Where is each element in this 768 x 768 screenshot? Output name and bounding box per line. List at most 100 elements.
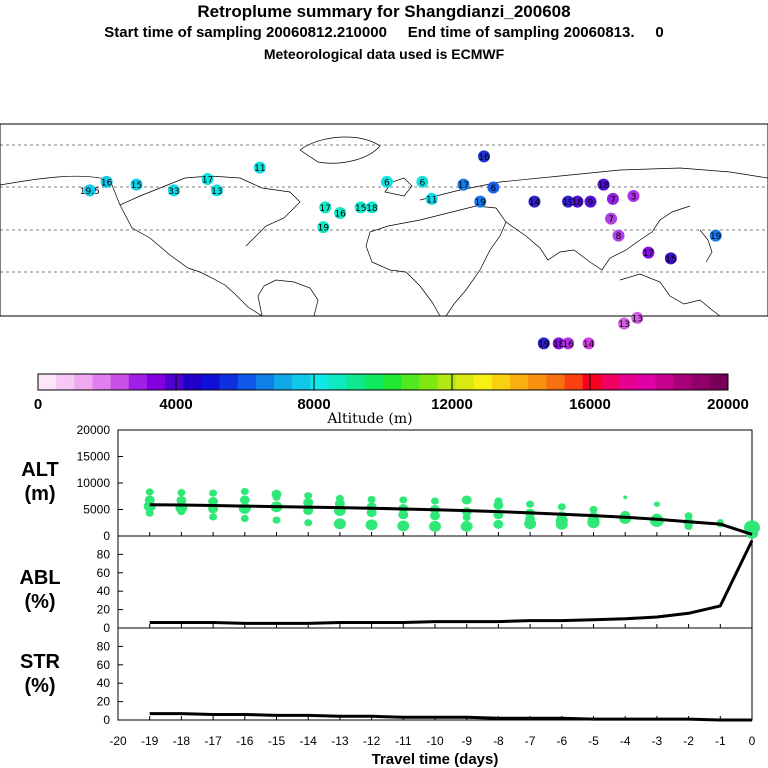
alt-scatter-point xyxy=(304,492,313,500)
colorbar-cell xyxy=(655,374,674,390)
str-series-line xyxy=(149,712,752,722)
colorbar-cell xyxy=(74,374,93,390)
plume-label: 17 xyxy=(202,176,213,186)
colorbar-cell xyxy=(255,374,275,390)
alt-scatter-point xyxy=(555,518,568,530)
plume-dot xyxy=(425,192,438,205)
colorbar-cell xyxy=(274,374,293,390)
alt-panel-label: ALT xyxy=(21,459,58,481)
plume-dot xyxy=(606,192,619,205)
colorbar-tick: 8000 xyxy=(297,396,330,413)
alt-scatter-point xyxy=(208,497,219,507)
plume-label: 6 xyxy=(490,184,496,194)
colorbar-cell xyxy=(383,374,402,390)
plume-dot xyxy=(571,195,584,208)
alt-scatter-point xyxy=(429,521,441,532)
colorbar-cell xyxy=(528,374,547,390)
plume-label: 6 xyxy=(419,178,425,188)
x-tick-label: -12 xyxy=(363,734,381,748)
colorbar-tick: 12000 xyxy=(431,396,473,413)
x-axis-label: Travel time (days) xyxy=(372,751,499,768)
alt-scatter-point xyxy=(239,495,250,505)
x-tick-label: 0 xyxy=(749,734,756,748)
series-lines xyxy=(149,503,754,722)
alt-ytick-label: 5000 xyxy=(83,503,110,517)
plume-label: 16 xyxy=(478,153,490,163)
plume-label: 6 xyxy=(384,178,390,188)
plume-dot xyxy=(253,161,266,174)
colorbar-cell xyxy=(92,374,112,390)
colorbar-cell xyxy=(473,374,493,390)
plume-label: 13 xyxy=(631,314,642,324)
x-tick-label: -10 xyxy=(426,734,444,748)
alt-scatter-point xyxy=(333,518,346,530)
plume-label: 18 xyxy=(572,198,584,208)
alt-scatter-point xyxy=(684,512,693,520)
plume-dot xyxy=(605,212,618,225)
alt-scatter xyxy=(143,487,760,539)
colorbar-cell xyxy=(165,374,184,390)
alt-scatter-point xyxy=(462,513,471,522)
abl-panel-frame xyxy=(117,535,753,629)
alt-scatter-point xyxy=(365,519,378,531)
colorbar-tick: 0 xyxy=(34,396,42,413)
chart-title: Retroplume summary for Shangdianzi_20060… xyxy=(197,2,571,21)
plume-label: 15 xyxy=(665,255,676,265)
x-tick-label: -19 xyxy=(141,734,159,748)
plume-label: 19 xyxy=(710,232,722,242)
alt-panel-unit: (m) xyxy=(24,483,55,505)
plume-dot xyxy=(478,150,491,163)
plume-label: 13 xyxy=(211,187,222,197)
colorbar-cell xyxy=(110,374,130,390)
alt-scatter-point xyxy=(557,503,566,511)
colorbar-cell xyxy=(455,374,475,390)
colorbar-cell xyxy=(310,374,329,390)
colorbar-cell xyxy=(183,374,202,390)
alt-ytick-label: 10000 xyxy=(77,476,111,490)
colorbar-cell xyxy=(56,374,75,390)
x-tick-label: -8 xyxy=(493,734,504,748)
plume-label: 17 xyxy=(458,181,469,191)
colorbar-cell xyxy=(128,374,148,390)
alt-scatter-point xyxy=(209,513,218,521)
alt-scatter-point xyxy=(399,496,408,504)
str-ytick-label: 80 xyxy=(97,639,111,653)
alt-scatter-point xyxy=(398,510,409,520)
colorbar-cell xyxy=(292,374,311,390)
colorbar-cells xyxy=(38,374,729,390)
x-tick-label: -6 xyxy=(556,734,567,748)
alt-scatter-point xyxy=(366,508,377,518)
colorbar: 0 4000 8000 12000 16000 20000 Altitude (m) xyxy=(34,373,749,427)
colorbar-cell xyxy=(328,374,348,390)
alt-series-line xyxy=(149,503,753,536)
plume-dot xyxy=(167,184,180,197)
alt-scatter-point xyxy=(304,519,313,527)
plume-dot xyxy=(365,201,378,214)
alt-ytick-label: 20000 xyxy=(77,423,111,437)
alt-scatter-point xyxy=(145,488,154,496)
alt-scatter-point xyxy=(209,489,218,497)
alt-scatter-point xyxy=(240,514,249,523)
plume-label: 19.5 xyxy=(80,187,100,197)
x-tick-label: -15 xyxy=(268,734,286,748)
plume-label: 16 xyxy=(334,210,346,220)
plume-label: 16 xyxy=(562,340,574,350)
plume-dot xyxy=(562,337,575,350)
alt-scatter-point xyxy=(145,509,154,517)
plume-label: 14 xyxy=(583,340,595,350)
colorbar-tick: 20000 xyxy=(707,396,749,413)
plume-label: 11 xyxy=(426,195,437,205)
colorbar-cell xyxy=(619,374,638,390)
x-tick-label: -20 xyxy=(109,734,127,748)
x-axis-ticks: -20 -19 -18 -17 -16 -15 -14 -13 -12 -11 -10 -9 -8 -7-… xyxy=(109,734,755,748)
plume-dot xyxy=(664,252,677,265)
plume-label: 18 xyxy=(366,204,378,214)
x-tick-label: -3 xyxy=(652,734,663,748)
plume-dot xyxy=(319,201,332,214)
alt-scatter-point xyxy=(177,508,186,516)
plume-label: 18 xyxy=(598,181,610,191)
alt-scatter-point xyxy=(493,500,504,510)
colorbar-cell xyxy=(437,374,457,390)
plume-dot xyxy=(631,311,644,324)
coastlines xyxy=(0,136,768,317)
